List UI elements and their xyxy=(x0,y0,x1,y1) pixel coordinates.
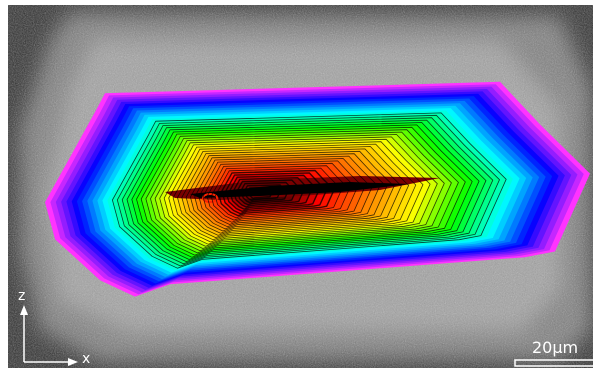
contour-line xyxy=(241,184,289,204)
contour-line xyxy=(131,122,480,260)
contour-line xyxy=(222,172,328,215)
z-axis-label: z xyxy=(18,288,26,304)
contour-line xyxy=(145,129,459,254)
contour-line xyxy=(163,138,431,245)
contour-line xyxy=(168,141,424,243)
contour-line xyxy=(112,112,507,269)
contour-line xyxy=(214,167,343,219)
contour-line xyxy=(136,124,473,258)
contour-line xyxy=(206,162,358,223)
heatmap-core xyxy=(190,182,410,198)
contour-line xyxy=(237,181,296,206)
contour-line xyxy=(185,150,395,234)
contour-line xyxy=(116,114,500,267)
contour-line xyxy=(159,136,438,247)
scale-bar xyxy=(514,359,596,367)
x-axis-arrowhead xyxy=(68,358,78,366)
contour-line xyxy=(202,160,365,225)
x-axis-label: x xyxy=(82,351,91,367)
contour-line xyxy=(177,146,409,238)
scale-bar-label: 20μm xyxy=(532,338,579,357)
contour-line xyxy=(245,186,281,202)
contour-line xyxy=(154,134,445,249)
contour-line xyxy=(226,174,320,213)
axis-indicator xyxy=(20,305,78,366)
z-axis-arrowhead xyxy=(20,305,28,315)
contour-line xyxy=(126,119,487,262)
contour-line xyxy=(150,131,452,252)
contour-line xyxy=(190,153,387,232)
contour-lines xyxy=(112,112,507,269)
contour-line xyxy=(230,177,312,210)
contour-line xyxy=(234,179,304,208)
contour-line xyxy=(194,155,380,230)
contour-line xyxy=(172,143,417,241)
contour-line xyxy=(198,158,373,228)
contour-line xyxy=(210,165,350,221)
contour-line xyxy=(181,148,402,236)
contour-line xyxy=(218,169,335,217)
contour-line xyxy=(121,117,494,265)
contour-line xyxy=(249,189,273,199)
contour-line xyxy=(140,126,466,256)
